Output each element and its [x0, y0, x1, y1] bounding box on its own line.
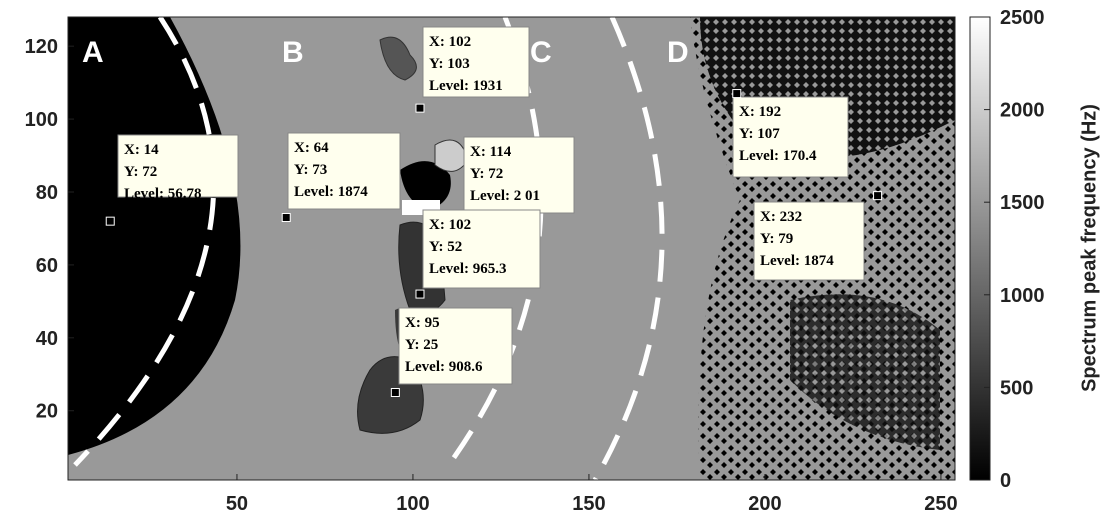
- x-tick-label: 200: [748, 493, 781, 515]
- region-a-area: [68, 17, 241, 455]
- datatip-line: Level: 1874: [760, 253, 834, 269]
- boundary-line: [73, 17, 217, 467]
- datatip-line: Level: 56.78: [124, 186, 201, 202]
- datatip-line: Y: 72: [124, 164, 157, 180]
- colorbar-tick-label: 0: [1000, 470, 1011, 492]
- datatip-line: Level: 2 01: [470, 188, 540, 204]
- datatip-marker: [415, 289, 425, 299]
- y-tick-label: 120: [25, 36, 58, 58]
- datatip: X: 102 Y: 52 Level: 965.3: [415, 209, 541, 299]
- datatip-line: Y: 107: [739, 126, 780, 142]
- datatip-box: [422, 26, 530, 98]
- datatip-box: [398, 307, 513, 385]
- datatip-line: Y: 79: [760, 231, 793, 247]
- datatip-line: X: 232: [760, 209, 802, 225]
- x-tick-label: 250: [924, 493, 957, 515]
- datatip: X: 114 Y: 72 Level: 2 01: [457, 136, 575, 226]
- colorbar-tick-label: 1500: [1000, 192, 1045, 214]
- region-d-dense: [790, 294, 940, 450]
- datatip-marker: [105, 216, 115, 226]
- datatip-line: Level: 908.6: [405, 359, 483, 375]
- blob: [400, 161, 451, 210]
- datatip-line: Level: 965.3: [429, 261, 506, 277]
- datatip-line: Level: 1931: [429, 78, 503, 94]
- region-label: A: [82, 36, 104, 69]
- y-tick-label: 20: [36, 401, 58, 423]
- region-label: D: [667, 36, 689, 69]
- datatip-box: [732, 96, 849, 178]
- datatip: X: 102 Y: 103 Level: 1931: [415, 26, 530, 113]
- datatip-line: Level: 1874: [294, 184, 368, 200]
- colorbar-tick-label: 2500: [1000, 7, 1045, 29]
- datatip-marker: [415, 103, 425, 113]
- y-tick-label: 40: [36, 328, 58, 350]
- datatip-line: X: 64: [294, 140, 329, 156]
- datatip-box: [422, 209, 541, 289]
- x-tick-label: 150: [572, 493, 605, 515]
- datatip-marker: [873, 191, 883, 201]
- colorbar-tick-label: 1000: [1000, 285, 1045, 307]
- datatip-marker: [390, 388, 400, 398]
- boundary-line: [592, 17, 665, 480]
- datatip-line: Y: 52: [429, 239, 462, 255]
- datatip-line: Y: 25: [405, 337, 438, 353]
- datatip: X: 232 Y: 79 Level: 1874: [753, 191, 883, 281]
- blob: [379, 36, 417, 81]
- y-tick-label: 100: [25, 109, 58, 131]
- colorbar-label: Spectrum peak frequency (Hz): [1078, 104, 1100, 392]
- datatip-marker: [281, 213, 291, 223]
- datatip: X: 64 Y: 73 Level: 1874: [281, 132, 401, 223]
- datatip-box: [753, 201, 865, 281]
- x-tick-label: 50: [226, 493, 248, 515]
- y-tick-label: 60: [36, 255, 58, 277]
- datatip-line: Y: 103: [429, 56, 470, 72]
- datatip-box: [117, 134, 239, 198]
- x-tick-label: 100: [396, 493, 429, 515]
- datatip-marker: [732, 89, 742, 99]
- datatip-box: [463, 136, 575, 214]
- annotations: X: 14 Y: 72 Level: 56.78 X: 64 Y: 73 Level: 1…: [105, 26, 883, 398]
- datatip-line: X: 192: [739, 104, 781, 120]
- region-label: B: [282, 36, 304, 69]
- datatip-line: Y: 73: [294, 162, 327, 178]
- colorbar: [969, 16, 991, 481]
- datatip: X: 192 Y: 107 Level: 170.4: [732, 89, 849, 178]
- datatip-box: [287, 132, 401, 210]
- region-label: C: [530, 36, 552, 69]
- datatip-line: X: 95: [405, 315, 440, 331]
- datatip-line: X: 102: [429, 34, 471, 50]
- y-tick-label: 80: [36, 182, 58, 204]
- datatip-line: Level: 170.4: [739, 148, 817, 164]
- datatip-line: Y: 72: [470, 166, 503, 182]
- datatip-line: X: 14: [124, 142, 159, 158]
- datatip-line: X: 102: [429, 217, 471, 233]
- datatip-line: X: 114: [470, 144, 512, 160]
- datatip: X: 95 Y: 25 Level: 908.6: [390, 307, 513, 398]
- plot-frame: [67, 16, 956, 481]
- datatip: X: 14 Y: 72 Level: 56.78: [105, 134, 239, 226]
- colorbar-tick-label: 500: [1000, 377, 1033, 399]
- colorbar-tick-label: 2000: [1000, 100, 1045, 122]
